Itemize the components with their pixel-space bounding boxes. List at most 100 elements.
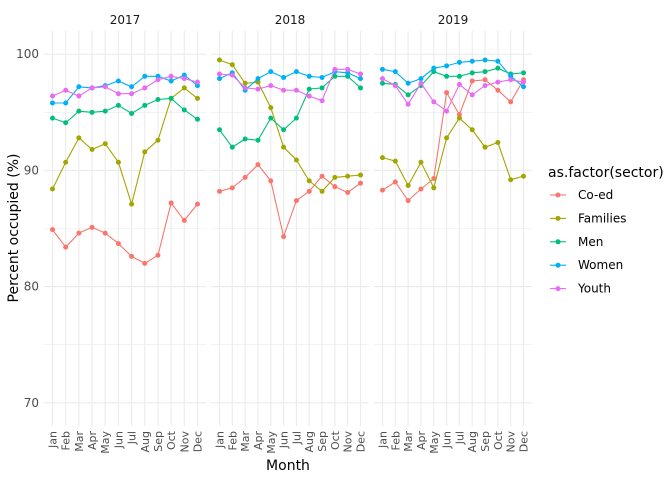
- data-point: [268, 69, 274, 75]
- data-point: [50, 227, 55, 233]
- data-point: [50, 93, 55, 99]
- data-point: [392, 158, 398, 164]
- x-tick-label: Jun: [441, 431, 454, 449]
- data-point: [293, 157, 299, 163]
- data-point: [508, 177, 514, 183]
- series-line-women: [382, 59, 524, 88]
- x-tick-label: Jan: [47, 431, 60, 449]
- x-tick-label: Jan: [214, 431, 227, 449]
- data-point: [76, 84, 82, 90]
- data-point: [319, 188, 325, 194]
- x-tick-label: Apr: [86, 431, 99, 451]
- x-tick-label: Jul: [126, 431, 139, 445]
- x-tick-label: Sep: [479, 431, 492, 452]
- data-point: [50, 100, 55, 106]
- x-tick-label: Dec: [355, 431, 368, 452]
- data-point: [281, 127, 287, 133]
- data-point: [242, 174, 248, 180]
- legend-label-women: Women: [578, 258, 623, 272]
- data-point: [469, 127, 475, 133]
- data-point: [229, 72, 235, 78]
- data-point: [444, 73, 450, 79]
- data-point: [195, 116, 200, 122]
- data-point: [521, 173, 526, 179]
- data-point: [345, 73, 351, 79]
- data-point: [168, 78, 174, 84]
- data-point: [255, 86, 261, 92]
- data-point: [392, 83, 398, 89]
- x-tick-label: Oct: [329, 430, 342, 450]
- data-point: [102, 108, 108, 114]
- data-point: [63, 244, 69, 250]
- data-point: [332, 174, 338, 180]
- data-point: [431, 69, 437, 75]
- legend-key-point: [555, 286, 561, 292]
- data-point: [418, 186, 424, 192]
- data-point: [268, 178, 274, 184]
- data-point: [306, 86, 312, 92]
- x-tick-label: Oct: [165, 430, 178, 450]
- data-point: [345, 66, 351, 72]
- data-point: [242, 136, 248, 142]
- data-point: [418, 80, 424, 86]
- x-tick-label: Dec: [518, 431, 531, 452]
- data-point: [142, 149, 148, 155]
- data-point: [195, 95, 200, 101]
- data-point: [89, 147, 95, 152]
- data-point: [129, 110, 135, 116]
- x-tick-label: Feb: [226, 431, 239, 450]
- data-point: [129, 253, 135, 259]
- data-point: [482, 69, 488, 75]
- data-point: [155, 73, 161, 79]
- data-point: [255, 162, 261, 168]
- data-point: [482, 144, 488, 150]
- x-tick-label: Jan: [377, 431, 390, 449]
- data-point: [142, 73, 148, 79]
- data-point: [293, 198, 299, 204]
- series-line-co-ed: [52, 201, 198, 265]
- legend-key-point: [555, 262, 561, 268]
- data-point: [405, 198, 411, 204]
- data-point: [293, 115, 299, 121]
- x-tick-label: Jun: [112, 431, 125, 449]
- data-point: [181, 85, 187, 91]
- data-point: [508, 73, 514, 79]
- data-point: [469, 78, 475, 84]
- facet-panel-2019: 2019 Jan Feb Mar Apr May Jun Jul Aug Sep Oct Nov Dec: [374, 13, 532, 454]
- data-point: [268, 115, 274, 121]
- data-point: [281, 234, 287, 240]
- x-tick-label: Mar: [73, 431, 86, 452]
- data-point: [380, 187, 385, 193]
- data-point: [319, 74, 325, 80]
- x-tick-label: Jul: [453, 431, 466, 445]
- data-point: [181, 76, 187, 82]
- series-line-men: [52, 97, 198, 124]
- data-point: [63, 120, 69, 126]
- data-point: [332, 184, 338, 190]
- legend: as.factor(sector) Co-ed Families Men Women Yo…: [548, 165, 664, 296]
- data-point: [456, 81, 462, 87]
- data-point: [217, 188, 222, 194]
- data-point: [181, 72, 187, 78]
- legend-key-point: [555, 239, 561, 245]
- data-point: [521, 70, 526, 76]
- data-point: [456, 115, 462, 121]
- data-point: [89, 224, 95, 230]
- data-point: [495, 58, 501, 64]
- facet-label-2017: 2017: [110, 13, 141, 27]
- y-tick-label: 80: [24, 280, 39, 294]
- data-point: [456, 59, 462, 65]
- data-point: [431, 99, 437, 105]
- data-point: [142, 260, 148, 266]
- data-point: [63, 159, 69, 165]
- data-point: [115, 159, 121, 165]
- data-point: [89, 85, 95, 91]
- series-line-co-ed: [219, 163, 361, 239]
- x-tick-label: Oct: [492, 430, 505, 450]
- data-point: [392, 69, 398, 75]
- data-point: [255, 76, 261, 82]
- x-tick-label: Sep: [316, 431, 329, 452]
- x-tick-label: Nov: [342, 431, 355, 453]
- data-point: [405, 183, 411, 189]
